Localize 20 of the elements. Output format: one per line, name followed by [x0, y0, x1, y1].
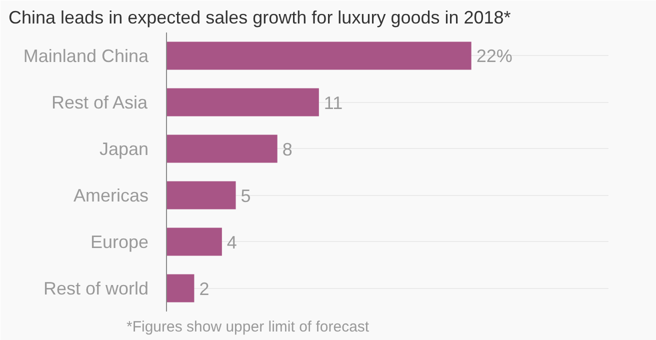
bar — [166, 88, 319, 116]
bar — [166, 42, 472, 70]
y-tick-label: Japan — [99, 138, 149, 159]
y-tick-label: Rest of Asia — [51, 92, 148, 112]
data-label: 5 — [240, 186, 251, 206]
y-tick-label: Mainland China — [23, 46, 150, 66]
data-label: 8 — [282, 139, 292, 160]
bar — [166, 181, 236, 210]
y-tick-label: Europe — [90, 232, 149, 252]
data-label: 22% — [476, 46, 512, 66]
chart-title: China leads in expected sales growth for luxury goods in 2018* — [8, 8, 511, 28]
data-label: 11 — [324, 92, 343, 113]
bar — [166, 228, 222, 256]
bar — [166, 274, 194, 302]
y-tick-label: Rest of world — [43, 278, 149, 298]
y-tick-label: Americas — [73, 185, 148, 206]
data-label: 2 — [199, 278, 210, 299]
text: *Figures show upper limit of forecast — [126, 318, 370, 336]
data-label: 4 — [226, 232, 237, 252]
bar — [166, 134, 278, 163]
